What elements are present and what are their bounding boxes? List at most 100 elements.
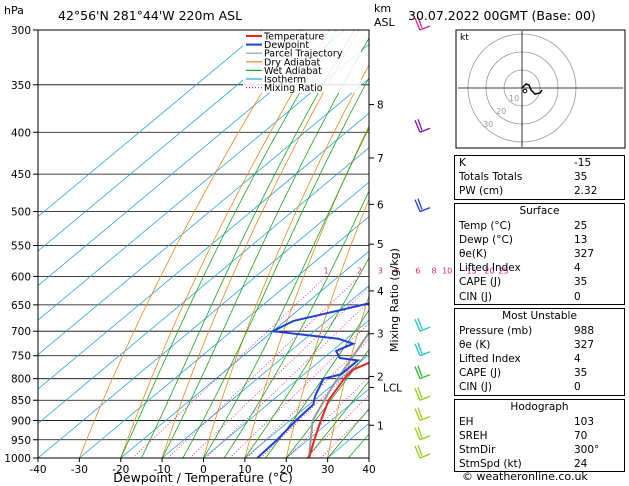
surface-table: Surface Temp (°C) 25 Dewp (°C) 13 θe(K) 327 Li… xyxy=(454,202,625,305)
surface-label: CAPE (J) xyxy=(459,276,502,289)
hodograph-row: StmDir 300° xyxy=(455,443,624,457)
wind-barbs xyxy=(414,16,431,459)
wind-barb xyxy=(414,444,431,459)
hodograph-value: 103 xyxy=(574,415,595,428)
most-unstable-title: Most Unstable xyxy=(502,309,577,322)
pressure-tick-label: 300 xyxy=(11,25,31,37)
pressure-tick-label: 650 xyxy=(11,300,31,312)
index-value: -15 xyxy=(574,157,592,169)
x-axis-label: Dewpoint / Temperature (°C) xyxy=(113,470,292,485)
x-tick-label: -30 xyxy=(71,464,88,476)
wet-adiabat xyxy=(161,37,369,458)
profiles xyxy=(256,302,369,458)
index-label: Totals Totals xyxy=(459,171,523,184)
most-unstable-row: CIN (J) 0 xyxy=(455,380,624,394)
index-label: PW (cm) xyxy=(459,185,504,198)
storm-motion-marker xyxy=(522,88,528,94)
most-unstable-label: Lifted Index xyxy=(459,353,521,366)
isotherm xyxy=(38,30,263,218)
km-label: km xyxy=(374,2,391,15)
hodograph-row: EH 103 xyxy=(455,415,624,429)
pressure-tick-label: 400 xyxy=(11,127,31,139)
index-value: 2.32 xyxy=(574,185,598,198)
mixing-ratio-label: 4 xyxy=(393,266,398,275)
most-unstable-row: Pressure (mb) 988 xyxy=(455,324,624,338)
legend-entry: Dry Adiabat xyxy=(264,57,321,68)
hodograph-ring-label: 20 xyxy=(496,107,506,116)
wind-barb xyxy=(414,342,431,357)
wet-adiabat xyxy=(120,30,337,458)
hodograph-row: StmSpd (kt) 24 xyxy=(455,457,624,471)
mixing-ratio-label: 15 xyxy=(467,266,477,275)
km-tick-label: 4 xyxy=(377,286,384,298)
mixing-ratio-labels: 1 2 3 4 6 8 10 15 20 25 xyxy=(323,266,508,275)
asl-label: ASL xyxy=(374,16,396,29)
hodograph-trace xyxy=(521,83,543,95)
isotherm xyxy=(244,354,369,458)
mixing-ratio-label: 1 xyxy=(323,266,328,275)
hodograph-kt-label: kt xyxy=(460,33,469,43)
pressure-tick-label: 900 xyxy=(11,416,31,428)
copyright: © weatheronline.co.uk xyxy=(462,470,588,483)
hodograph-label: EH xyxy=(459,415,474,428)
pressure-tick-label: 550 xyxy=(11,240,31,252)
surface-row: CAPE (J) 35 xyxy=(455,275,624,289)
wet-adiabat xyxy=(265,309,369,458)
hodograph-label: SREH xyxy=(459,429,488,442)
surface-row: Lifted Index 4 xyxy=(455,261,624,275)
pressure-tick-label: 950 xyxy=(11,435,31,447)
x-tick-label: 30 xyxy=(321,464,334,476)
most-unstable-label: θe (K) xyxy=(459,338,491,351)
index-row: PW (cm) 2.32 xyxy=(455,184,624,198)
indices-tables: K -15 Totals Totals 35 PW (cm) 2.32 Surface T… xyxy=(454,155,625,475)
km-tick-label: 1 xyxy=(377,420,384,432)
legend-box xyxy=(243,31,361,93)
wet-adiabat xyxy=(182,76,369,458)
most-unstable-value: 0 xyxy=(574,381,581,394)
index-row: Totals Totals 35 xyxy=(455,170,624,184)
km-tick-label: 5 xyxy=(377,239,384,251)
x-tick-label: -40 xyxy=(29,464,46,476)
surface-label: Dewp (°C) xyxy=(459,233,513,246)
wind-barb xyxy=(414,16,431,31)
datetime-label: 30.07.2022 00GMT (Base: 00) xyxy=(408,8,596,23)
most-unstable-row: θe (K) 327 xyxy=(455,338,624,352)
hpa-label: hPa xyxy=(4,4,24,17)
location-label: 42°56'N 281°44'W 220m ASL xyxy=(58,8,242,23)
surface-row: CIN (J) 0 xyxy=(455,290,624,304)
most-unstable-value: 327 xyxy=(574,338,595,351)
pressure-tick-label: 800 xyxy=(11,374,31,386)
hodograph-label: StmDir xyxy=(459,444,496,456)
surface-row: Dewp (°C) 13 xyxy=(455,233,624,247)
surface-row: θe(K) 327 xyxy=(455,247,624,261)
most-unstable-value: 4 xyxy=(574,353,581,366)
surface-value: 13 xyxy=(574,233,588,246)
x-tick-label: -10 xyxy=(154,464,171,476)
index-label: K xyxy=(459,157,466,169)
wet-adiabat xyxy=(306,380,369,458)
hodograph-row: SREH 70 xyxy=(455,429,624,443)
km-tick-label: 8 xyxy=(377,100,384,112)
mixing-ratio-line xyxy=(246,338,369,458)
legend-entry: Dewpoint xyxy=(264,40,309,51)
wet-adiabat xyxy=(141,30,355,458)
surface-row: Temp (°C) 25 xyxy=(455,219,624,233)
isotherm xyxy=(38,30,304,252)
most-unstable-row: Lifted Index 4 xyxy=(455,352,624,366)
pressure-tick-label: 600 xyxy=(11,271,31,283)
wind-barb xyxy=(414,198,431,213)
most-unstable-label: Pressure (mb) xyxy=(459,324,533,337)
surface-title: Surface xyxy=(519,204,560,217)
mixing-ratio-label: 10 xyxy=(442,266,452,275)
most-unstable-label: CAPE (J) xyxy=(459,367,502,380)
mixing-ratio-line xyxy=(189,286,369,458)
km-tick-label: 6 xyxy=(377,199,384,211)
wind-barb xyxy=(414,407,431,422)
hodograph-table: Hodograph EH 103 SREH 70 StmDir 300° StmSpd (k… xyxy=(454,398,625,473)
isotherm xyxy=(203,319,369,458)
pressure-tick-label: 350 xyxy=(11,80,31,92)
mixing-ratio-label: 3 xyxy=(378,266,383,275)
isotherm xyxy=(38,43,369,321)
index-row: K -15 xyxy=(455,156,624,170)
mixing-ratio-line xyxy=(229,322,369,458)
